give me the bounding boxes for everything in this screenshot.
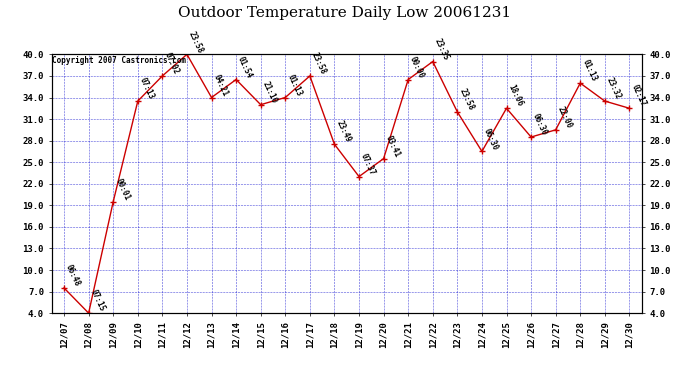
Text: 18:06: 18:06 [506, 84, 524, 108]
Text: 00:00: 00:00 [408, 55, 426, 80]
Text: 01:54: 01:54 [236, 55, 254, 80]
Text: 07:02: 07:02 [162, 51, 180, 76]
Text: 01:13: 01:13 [285, 73, 303, 98]
Text: 01:13: 01:13 [580, 58, 598, 83]
Text: 23:58: 23:58 [187, 30, 205, 54]
Text: 07:13: 07:13 [138, 76, 156, 101]
Text: Outdoor Temperature Daily Low 20061231: Outdoor Temperature Daily Low 20061231 [179, 6, 511, 20]
Text: 04:21: 04:21 [212, 73, 230, 98]
Text: 23:49: 23:49 [335, 120, 353, 144]
Text: 23:58: 23:58 [457, 87, 475, 112]
Text: 23:35: 23:35 [433, 37, 451, 62]
Text: 06:30: 06:30 [531, 112, 549, 137]
Text: 06:30: 06:30 [482, 127, 500, 152]
Text: 22:00: 22:00 [555, 105, 573, 130]
Text: 06:48: 06:48 [64, 263, 82, 288]
Text: Copyright 2007 Castronics.com: Copyright 2007 Castronics.com [52, 56, 186, 64]
Text: 03:41: 03:41 [384, 134, 402, 159]
Text: 07:15: 07:15 [88, 288, 106, 313]
Text: 23:32: 23:32 [605, 76, 623, 101]
Text: 07:37: 07:37 [359, 152, 377, 177]
Text: 23:58: 23:58 [310, 51, 328, 76]
Text: 00:01: 00:01 [113, 177, 131, 202]
Text: 21:10: 21:10 [261, 80, 279, 105]
Text: 02:17: 02:17 [629, 84, 647, 108]
